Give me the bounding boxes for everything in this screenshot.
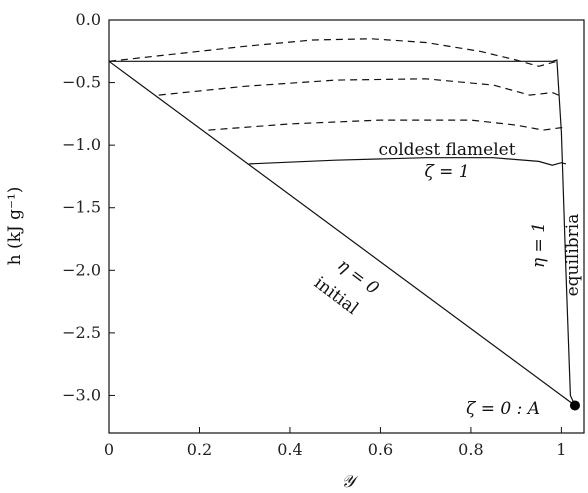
- y-tick-label: −2.0: [62, 260, 101, 279]
- y-axis-label: h (kJ g⁻¹): [5, 187, 25, 266]
- plot-frame: [108, 19, 585, 434]
- series-layer: [108, 38, 576, 406]
- y-tick-label: −2.5: [62, 323, 101, 342]
- annotation-eta-1: η = 1: [529, 222, 549, 268]
- y-tick-label: −0.5: [62, 73, 101, 92]
- y-tick-label: −1.0: [62, 135, 101, 154]
- series-line-1: [108, 60, 576, 406]
- y-tick-label: −1.5: [62, 198, 101, 217]
- x-axis-label: 𝒴: [341, 472, 359, 492]
- series-line-3: [249, 157, 567, 166]
- x-tick-label: 1: [556, 440, 566, 459]
- x-tick-label: 0: [104, 440, 114, 459]
- ticks-layer: 0 0.2 0.4 0.6 0.8 1 0.0 −0.5 −1.0 −1.5 −2.0 −2.5 −3.…: [62, 10, 566, 459]
- annotation-zeta-0-a: ζ = 0 : A: [466, 399, 540, 419]
- series-line-2: [109, 59, 576, 406]
- y-tick-label: −3.0: [62, 385, 101, 404]
- series-line-5: [158, 78, 562, 97]
- annotation-coldest-flamelet: coldest flamelet: [378, 140, 515, 160]
- x-tick-label: 0.8: [458, 440, 483, 459]
- point-a-marker: [569, 400, 580, 411]
- series-line-4: [108, 38, 558, 67]
- annotation-zeta-1: ζ = 1: [424, 162, 469, 182]
- series-line-6: [208, 119, 567, 131]
- x-tick-label: 0.2: [187, 440, 212, 459]
- x-tick-label: 0.4: [277, 440, 302, 459]
- y-tick-label: 0.0: [76, 10, 101, 29]
- annotation-equilibria: equilibria: [563, 214, 583, 297]
- x-tick-label: 0.6: [368, 440, 393, 459]
